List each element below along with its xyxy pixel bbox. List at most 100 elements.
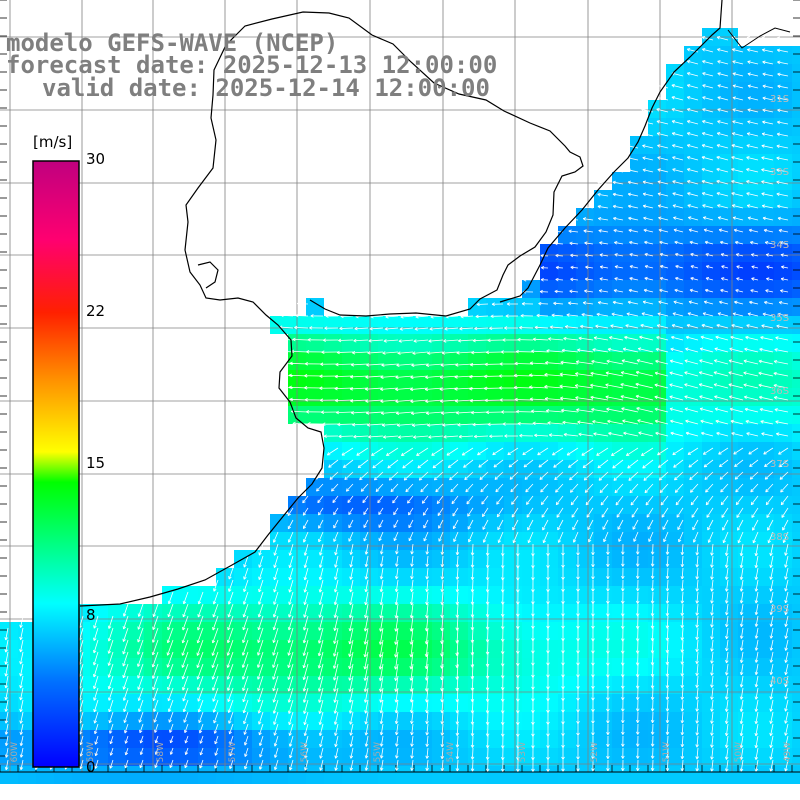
- wind-arrow-head: [526, 515, 530, 518]
- wind-cell: [378, 532, 396, 550]
- wind-arrow-head: [455, 363, 459, 366]
- wind-arrow: [732, 132, 744, 137]
- wind-cell: [792, 586, 800, 604]
- wind-arrow-head: [413, 339, 417, 342]
- wind-arrow-head: [672, 313, 676, 316]
- wind-arrow: [743, 360, 759, 365]
- wind-arrow: [524, 471, 534, 480]
- wind-arrow: [675, 253, 684, 257]
- wind-arrow-head: [319, 627, 322, 631]
- wind-cell: [180, 604, 198, 622]
- wind-arrow-head: [502, 577, 505, 581]
- wind-arrow-head: [672, 144, 675, 148]
- wind-cell: [774, 568, 792, 586]
- wind-arrow-head: [774, 349, 778, 352]
- wind-arrow-head: [776, 193, 780, 197]
- wind-arrow-head: [597, 193, 601, 197]
- wind-arrow-head: [349, 551, 352, 555]
- wind-arrow-head: [303, 526, 307, 529]
- wind-arrow-head: [273, 589, 275, 593]
- wind-arrow-head: [774, 409, 778, 412]
- wind-arrow: [717, 132, 729, 137]
- wind-arrow: [573, 531, 579, 543]
- wind-arrow-head: [365, 400, 369, 403]
- wind-arrow-head: [335, 398, 339, 401]
- wind-arrow-head: [674, 240, 678, 243]
- wind-arrow: [600, 266, 609, 269]
- wind-cell: [792, 136, 800, 154]
- wind-arrow-head: [747, 312, 751, 314]
- wind-arrow: [529, 398, 549, 401]
- wind-arrow: [577, 349, 594, 353]
- wind-arrow-head: [621, 359, 625, 361]
- wind-arrow: [643, 289, 654, 293]
- wind-cell: [612, 604, 630, 622]
- wind-arrow: [443, 435, 459, 438]
- wind-cell: [702, 622, 720, 640]
- wind-arrow: [702, 204, 714, 209]
- wind-arrow-head: [123, 613, 127, 617]
- wind-arrow-head: [413, 436, 417, 439]
- wind-arrow-head: [613, 477, 616, 481]
- wind-arrow: [726, 567, 729, 580]
- wind-arrow-head: [350, 362, 354, 366]
- wind-arrow-head: [333, 526, 337, 529]
- wind-arrow-head: [138, 627, 141, 630]
- wind-arrow: [762, 85, 774, 89]
- wind-arrow: [737, 531, 744, 544]
- wind-arrow: [761, 157, 774, 161]
- wind-arrow-head: [439, 388, 443, 391]
- wind-arrow-head: [379, 576, 382, 580]
- wind-arrow-head: [379, 563, 382, 567]
- wind-cell: [468, 334, 486, 352]
- wind-arrow: [420, 483, 429, 493]
- wind-arrow-head: [458, 340, 462, 343]
- wind-cell: [684, 514, 702, 532]
- wind-arrow-head: [688, 464, 691, 468]
- wind-arrow-head: [687, 156, 691, 158]
- wind-arrow-head: [764, 301, 767, 305]
- wind-arrow: [785, 603, 789, 615]
- wind-arrow-head: [606, 613, 609, 617]
- wind-arrow-head: [706, 515, 710, 518]
- wind-arrow: [687, 168, 699, 173]
- wind-arrow: [657, 132, 669, 137]
- wind-cell: [414, 640, 432, 658]
- wind-arrow-head: [434, 478, 438, 481]
- wind-arrow-head: [425, 576, 428, 580]
- wind-arrow-head: [749, 300, 753, 303]
- wind-arrow-head: [627, 145, 630, 148]
- wind-arrow-head: [734, 301, 737, 305]
- wind-cell: [450, 622, 468, 640]
- wind-arrow-head: [380, 551, 384, 555]
- wind-arrow: [686, 336, 699, 341]
- wind-arrow-head: [673, 464, 676, 468]
- wind-arrow-head: [335, 400, 339, 403]
- wind-arrow-head: [670, 348, 674, 352]
- wind-arrow: [570, 278, 579, 281]
- wind-arrow: [303, 519, 309, 529]
- wind-arrow: [344, 471, 354, 480]
- wind-arrow-head: [323, 434, 327, 437]
- wind-arrow-head: [547, 553, 550, 557]
- wind-arrow: [763, 447, 774, 455]
- wind-cell: [792, 424, 800, 442]
- wind-arrow-head: [702, 132, 706, 134]
- wind-arrow-head: [761, 168, 765, 170]
- wind-arrow: [560, 361, 579, 365]
- wind-arrow-head: [759, 347, 763, 350]
- wind-arrow-head: [167, 627, 171, 631]
- wind-arrow: [701, 324, 714, 329]
- wind-cell: [378, 766, 396, 784]
- wind-arrow-head: [335, 364, 339, 367]
- wind-cell: [360, 424, 378, 442]
- wind-cell: [180, 712, 198, 730]
- wind-arrow-head: [498, 375, 502, 378]
- wind-arrow-head: [546, 577, 549, 581]
- wind-cell: [360, 766, 378, 784]
- wind-arrow-head: [642, 300, 647, 303]
- wind-cell: [666, 406, 684, 424]
- wind-arrow: [701, 156, 714, 161]
- wind-arrow: [197, 615, 204, 631]
- wind-arrow-head: [354, 328, 358, 331]
